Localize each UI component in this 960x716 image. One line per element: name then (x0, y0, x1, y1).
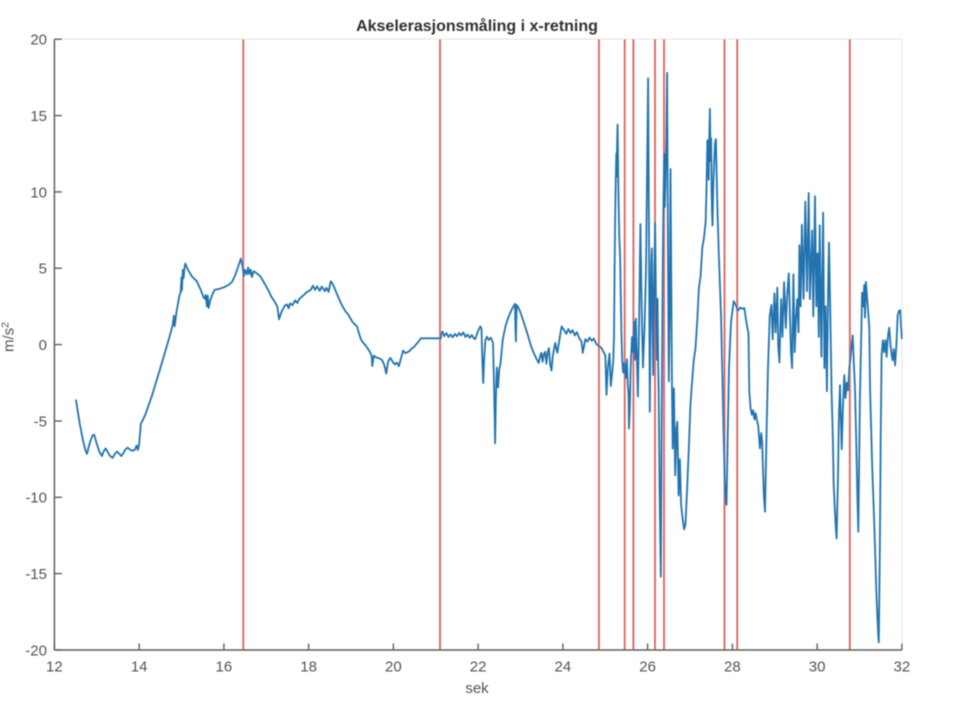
svg-text:30: 30 (809, 659, 826, 676)
svg-text:20: 20 (30, 32, 47, 49)
svg-text:0: 0 (39, 337, 47, 354)
svg-text:15: 15 (30, 108, 47, 125)
svg-text:32: 32 (894, 659, 911, 676)
svg-text:5: 5 (39, 261, 47, 278)
svg-text:-20: -20 (25, 642, 47, 659)
svg-text:sek: sek (465, 680, 489, 697)
svg-text:-10: -10 (25, 490, 47, 507)
svg-text:10: 10 (30, 184, 47, 201)
svg-text:28: 28 (724, 659, 741, 676)
svg-text:26: 26 (639, 659, 656, 676)
svg-text:Akselerasjonsmåling i x-retnin: Akselerasjonsmåling i x-retning (356, 17, 598, 35)
svg-text:-5: -5 (34, 413, 47, 430)
svg-text:-15: -15 (25, 566, 47, 583)
svg-text:m/s2: m/s2 (0, 322, 18, 352)
svg-text:20: 20 (385, 659, 402, 676)
svg-text:18: 18 (300, 659, 317, 676)
svg-text:14: 14 (131, 659, 148, 676)
svg-text:24: 24 (555, 659, 572, 676)
svg-text:16: 16 (216, 659, 233, 676)
svg-text:12: 12 (46, 659, 63, 676)
svg-text:22: 22 (470, 659, 487, 676)
